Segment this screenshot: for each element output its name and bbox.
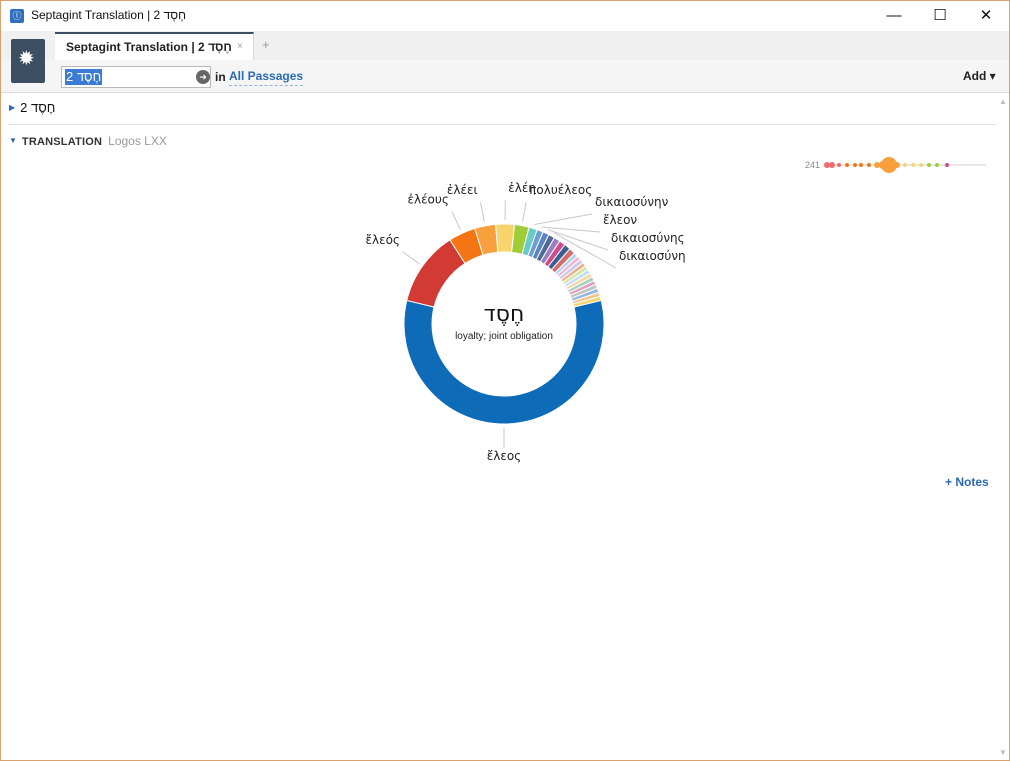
slice-label: ἔλεός	[366, 233, 400, 247]
word-section-header[interactable]: ▶ 2 חֶסֶד	[9, 100, 55, 115]
minimap-mark	[935, 163, 939, 167]
scrollbar[interactable]: ▲ ▼	[997, 94, 1009, 760]
minimap-count: 241	[805, 160, 820, 170]
minimap-mark	[867, 163, 871, 167]
search-input-value: 2 חֶסֶד	[65, 69, 103, 85]
minimap-mark	[859, 163, 863, 167]
label-leader-line	[480, 202, 485, 222]
chart-center-subtitle: loyalty; joint obligation	[455, 331, 553, 342]
section-divider	[8, 124, 996, 125]
translation-section-header[interactable]: ▼ TRANSLATION Logos LXX	[9, 134, 167, 148]
title-bar: ⓛ Septagint Translation | 2 חֶסֶד — ☐ ✕	[1, 1, 1009, 31]
close-icon[interactable]: ✕	[979, 7, 993, 24]
disclosure-right-icon[interactable]: ▶	[9, 103, 16, 112]
tab-label: Septagint Translation | 2 חֶסֶד	[66, 40, 232, 54]
disclosure-down-icon[interactable]: ▼	[9, 136, 17, 145]
minimap-mark	[853, 163, 857, 167]
slice-label: ἐλέη	[508, 181, 536, 195]
minimap-mark	[874, 162, 880, 168]
minimap-mark	[845, 163, 849, 167]
slice-label: ἐλέους	[407, 192, 448, 206]
slice-label: ἐλέει	[447, 183, 478, 197]
minimap-mark	[945, 163, 949, 167]
minimap-mark	[919, 163, 923, 167]
label-leader-line	[541, 226, 601, 233]
minimap-mark	[911, 163, 915, 167]
slice-label: ἔλεον	[603, 213, 637, 227]
slice-label: ἔλεος	[487, 449, 521, 463]
minimap-mark	[837, 163, 841, 167]
minimap-mark	[903, 163, 907, 167]
translation-label: TRANSLATION	[21, 136, 103, 148]
minimap-mark	[881, 157, 897, 173]
minimap-mark	[927, 163, 931, 167]
donut-slice[interactable]	[403, 299, 605, 425]
slice-label: δικαιοσύνη	[619, 249, 686, 263]
label-leader-line	[451, 211, 461, 230]
label-leader-line	[534, 213, 593, 226]
minimap-marks	[824, 157, 949, 173]
window-title: Septagint Translation | 2 חֶסֶד	[31, 8, 186, 22]
minimap-mark	[824, 162, 830, 168]
logos-app-icon: ⓛ	[10, 9, 24, 23]
minimap-mark	[829, 162, 835, 168]
scroll-up-icon[interactable]: ▲	[999, 97, 1007, 106]
search-bar: 2 חֶסֶד ➜ in All Passages Add ▾	[1, 60, 1009, 93]
donut-slice[interactable]	[572, 295, 602, 308]
scroll-down-icon[interactable]: ▼	[999, 748, 1007, 757]
donut-slices	[403, 223, 605, 425]
label-leader-line	[547, 229, 609, 251]
label-leader-line	[553, 232, 617, 269]
translation-source: Logos LXX	[108, 134, 167, 148]
minimize-icon[interactable]: —	[886, 7, 902, 24]
maximize-icon[interactable]: ☐	[933, 7, 947, 24]
label-leader-line	[522, 201, 527, 222]
in-label: in	[215, 70, 226, 84]
slice-label-leaders	[402, 200, 617, 448]
gear-icon: ✹	[18, 48, 35, 70]
panel-menu-button[interactable]: ✹	[11, 39, 45, 83]
minimap-mark	[894, 162, 900, 168]
word-heading: 2 חֶסֶד	[20, 100, 56, 115]
slice-label: πολυέλεος	[529, 183, 592, 197]
slice-label: δικαιοσύνην	[595, 195, 669, 209]
label-leader-line	[402, 251, 420, 265]
tab-septuagint-translation[interactable]: Septagint Translation | 2 חֶסֶד ×	[55, 32, 254, 61]
slice-label: δικαιοσύνης	[611, 231, 685, 245]
chart-center-title: חֶסֶד	[484, 302, 525, 327]
add-notes-link[interactable]: + Notes	[945, 475, 989, 489]
tab-close-icon[interactable]: ×	[237, 41, 243, 52]
distribution-minimap[interactable]: 241	[801, 151, 991, 179]
search-input[interactable]: 2 חֶסֶד ➜	[61, 66, 211, 88]
new-tab-button[interactable]: +	[262, 37, 270, 52]
go-arrow-icon[interactable]: ➜	[196, 70, 210, 84]
add-menu-button[interactable]: Add ▾	[963, 69, 996, 83]
passages-scope-dropdown[interactable]: All Passages	[229, 69, 304, 86]
